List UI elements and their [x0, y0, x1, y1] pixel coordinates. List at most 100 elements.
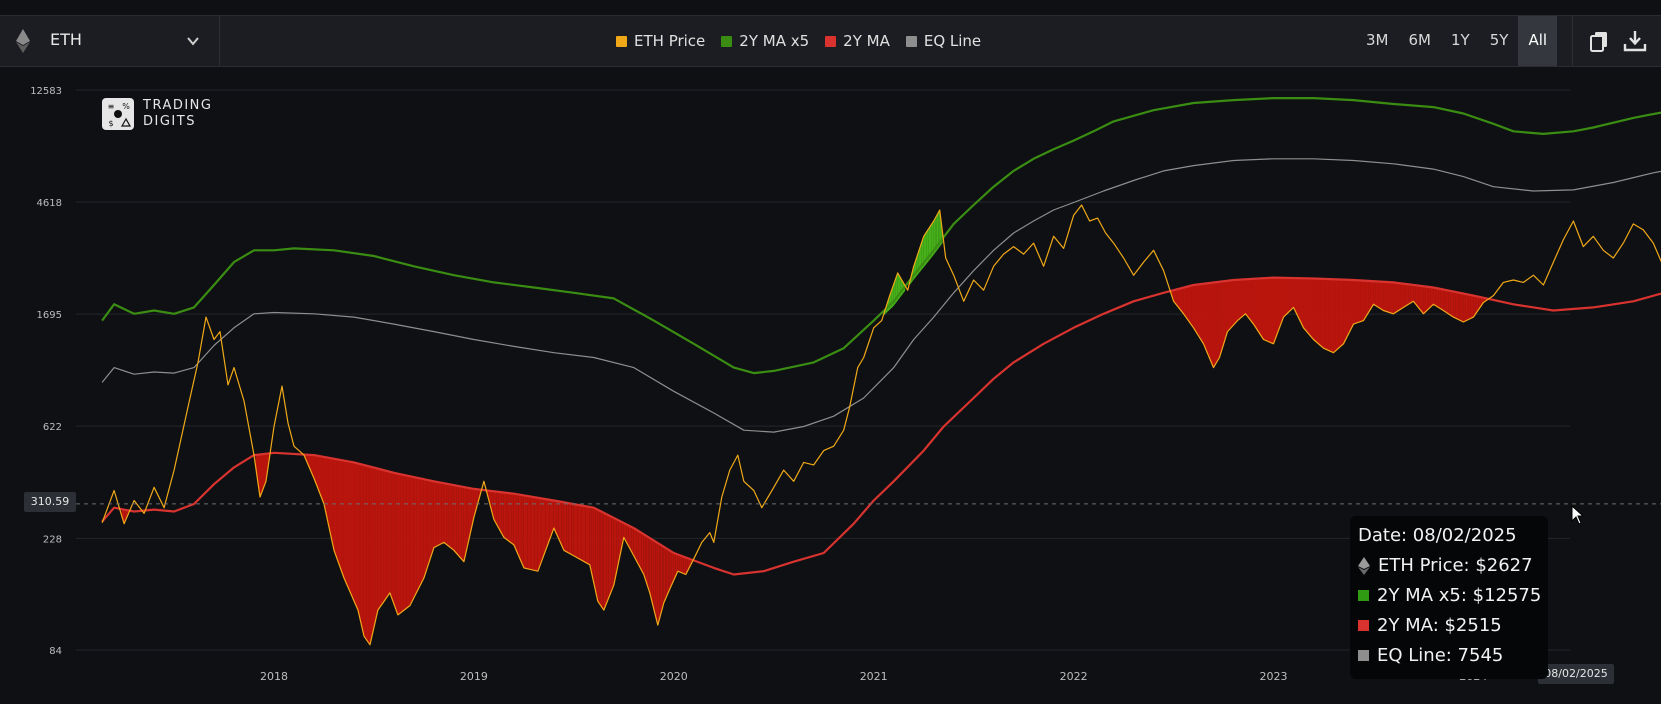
below-ma-fill — [1373, 281, 1376, 306]
above-ma5-fill — [933, 218, 936, 255]
range-3m-button[interactable]: 3M — [1366, 31, 1389, 49]
below-ma-fill — [261, 454, 264, 494]
below-ma-fill — [493, 491, 497, 524]
below-ma-fill — [571, 503, 574, 556]
series-line-eq — [101, 158, 1661, 433]
below-ma-fill — [336, 459, 339, 565]
top-toolbar: ETH ETH Price 2Y MA x5 2Y MA EQ Line 3M … — [0, 15, 1661, 67]
tooltip-eq-text: EQ Line: 7545 — [1377, 645, 1504, 666]
below-ma-fill — [513, 493, 517, 551]
y-tick-label: 4618 — [37, 198, 62, 209]
below-ma-fill — [577, 504, 582, 561]
below-ma-fill — [406, 475, 410, 608]
legend-item-2y-ma[interactable]: 2Y MA — [825, 32, 890, 50]
below-ma-fill — [1408, 284, 1411, 305]
legend-item-eq-line[interactable]: EQ Line — [905, 32, 981, 50]
below-ma-fill — [458, 486, 462, 559]
below-ma-fill — [660, 544, 663, 614]
svg-text:%: % — [122, 102, 130, 111]
below-ma-fill — [523, 495, 528, 569]
below-ma-fill — [1293, 278, 1296, 313]
y-tick-label: 622 — [43, 422, 62, 433]
below-ma-fill — [498, 491, 502, 533]
range-6m-button[interactable]: 6M — [1408, 31, 1432, 49]
below-ma-fill — [1470, 295, 1474, 319]
below-ma-fill — [1385, 281, 1389, 313]
below-ma-fill — [518, 494, 522, 563]
below-ma-fill — [366, 465, 369, 643]
below-ma-fill — [1285, 277, 1289, 315]
tooltip-swatch — [1358, 590, 1369, 601]
below-ma-fill — [530, 496, 535, 571]
logo-line-2: DIGITS — [143, 114, 196, 129]
below-ma-fill — [389, 471, 392, 599]
below-ma-fill — [1425, 286, 1429, 312]
below-ma-fill — [359, 463, 361, 624]
legend-swatch — [905, 35, 917, 47]
tooltip-eq: EQ Line: 7545 — [1358, 645, 1503, 666]
legend-swatch — [825, 35, 837, 47]
below-ma-fill — [638, 531, 642, 570]
legend-label: ETH Price — [634, 32, 706, 50]
below-ma-fill — [556, 500, 559, 540]
below-ma-fill — [665, 547, 667, 600]
below-ma-fill — [1345, 279, 1349, 339]
logo-line-1: TRADING — [143, 98, 213, 113]
below-ma-fill — [679, 555, 682, 573]
crosshair-price-label: 310.59 — [24, 492, 76, 512]
below-ma-fill — [1225, 280, 1228, 339]
below-ma-fill — [683, 556, 686, 575]
below-ma-fill — [1263, 278, 1267, 341]
chevron-down-icon[interactable] — [186, 34, 200, 48]
below-ma-fill — [1253, 278, 1257, 328]
download-icon[interactable] — [1622, 28, 1648, 54]
below-ma-fill — [1218, 281, 1220, 361]
below-ma-fill — [371, 467, 374, 637]
below-ma-fill — [657, 543, 660, 626]
below-ma-fill — [1440, 289, 1444, 311]
below-ma-fill — [1410, 284, 1414, 303]
below-ma-fill — [673, 553, 676, 581]
below-ma-fill — [1328, 279, 1331, 352]
logo-icon: ≡ % $ — [102, 98, 134, 130]
below-ma-fill — [1475, 296, 1479, 314]
below-ma-fill — [591, 507, 594, 583]
legend-item-2y-ma-x5[interactable]: 2Y MA x5 — [721, 32, 809, 50]
below-ma-fill — [409, 476, 414, 606]
toolbar-divider — [1572, 16, 1573, 66]
below-ma-fill — [1388, 282, 1391, 313]
below-ma-fill — [433, 481, 437, 548]
tooltip-swatch — [1358, 650, 1369, 661]
below-ma-fill — [1300, 278, 1304, 328]
below-ma-fill — [1251, 278, 1254, 325]
below-ma-fill — [323, 456, 327, 516]
x-tick-label: 2020 — [660, 670, 688, 683]
below-ma-fill — [456, 485, 459, 556]
range-1y-button[interactable]: 1Y — [1451, 31, 1470, 49]
below-ma-fill — [428, 480, 432, 563]
below-ma-fill — [1403, 283, 1406, 308]
eth-price-chart[interactable]: 12583 4618 1695 622 228 84 2018 2019 2020 2021 202… — [0, 66, 1661, 704]
tooltip-ma5-text: 2Y MA x5: $12575 — [1377, 585, 1542, 606]
below-ma-fill — [1473, 295, 1476, 318]
below-ma-fill — [1176, 288, 1179, 308]
below-ma-fill — [373, 467, 376, 628]
asset-selector[interactable]: ETH — [0, 16, 220, 66]
legend-item-eth-price[interactable]: ETH Price — [616, 32, 705, 50]
below-ma-fill — [1355, 280, 1359, 324]
range-5y-button[interactable]: 5Y — [1489, 31, 1509, 49]
ethereum-icon — [16, 29, 30, 53]
copy-icon[interactable] — [1586, 28, 1612, 54]
below-ma-fill — [1288, 277, 1291, 313]
below-ma-fill — [1458, 292, 1461, 321]
below-ma-fill — [1465, 294, 1469, 321]
below-ma-fill — [677, 554, 680, 573]
range-all-button[interactable]: All — [1518, 16, 1558, 66]
below-ma-fill — [1423, 286, 1426, 314]
below-ma-fill — [1181, 287, 1184, 314]
above-ma5-fill — [935, 215, 937, 253]
below-ma-fill — [1268, 277, 1272, 343]
below-ma-fill — [566, 502, 569, 554]
tooltip-date-text: Date: 08/02/2025 — [1358, 525, 1517, 546]
below-ma-fill — [545, 499, 550, 550]
